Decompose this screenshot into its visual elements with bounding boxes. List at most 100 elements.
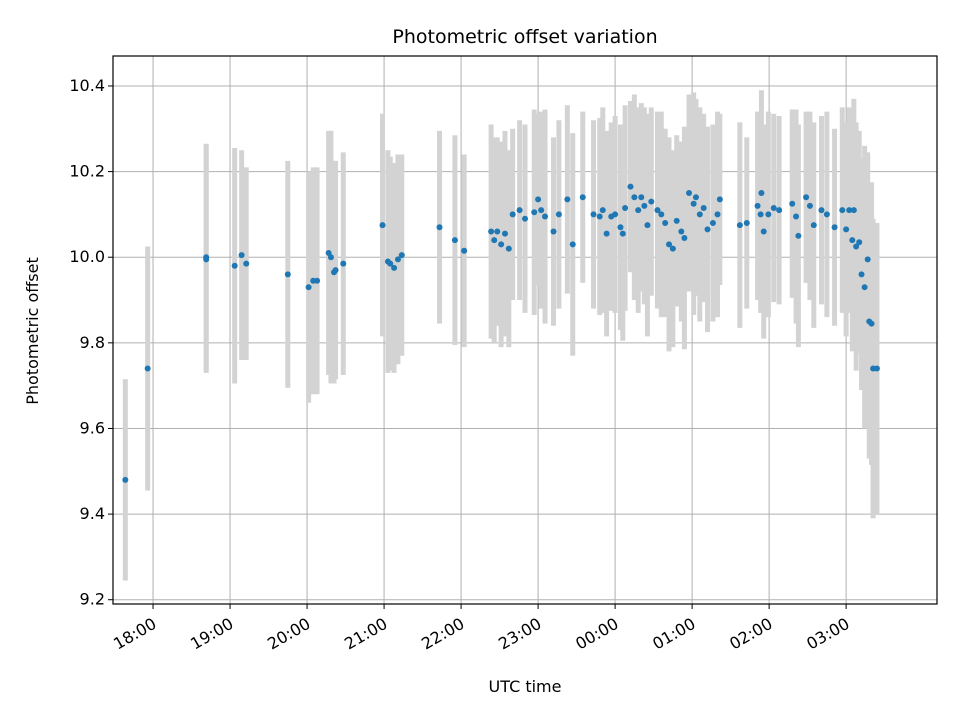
data-point (843, 226, 850, 233)
data-point (850, 207, 857, 214)
data-point (619, 230, 626, 237)
data-point (564, 196, 571, 203)
data-point (673, 217, 680, 224)
data-point (538, 207, 545, 214)
data-point (542, 213, 549, 220)
data-point (501, 230, 508, 237)
data-point (451, 237, 458, 244)
data-point (776, 207, 783, 214)
data-point (704, 226, 711, 233)
y-tick-label: 10.2 (69, 162, 105, 181)
data-point (498, 241, 505, 248)
data-point (461, 247, 468, 254)
data-point (823, 211, 830, 218)
data-point (505, 245, 512, 252)
data-point (864, 256, 871, 263)
data-point (716, 196, 723, 203)
data-point (144, 365, 151, 372)
data-point (494, 228, 501, 235)
data-point (765, 211, 772, 218)
data-point (760, 228, 767, 235)
data-point (662, 219, 669, 226)
y-axis-ticks: 9.2 9.4 9.6 9.8 10.0 10.2 10.4 (69, 76, 113, 609)
data-point (644, 222, 651, 229)
data-point (391, 264, 398, 271)
data-point (569, 241, 576, 248)
y-tick-label: 10.4 (69, 76, 105, 95)
data-point (678, 228, 685, 235)
plot-frame (112, 55, 938, 605)
data-point (861, 284, 868, 291)
data-point (516, 207, 523, 214)
data-point (603, 230, 610, 237)
data-point (231, 262, 238, 269)
data-point (758, 190, 765, 196)
data-point (550, 228, 557, 235)
y-tick-label: 9.2 (80, 590, 105, 609)
data-point (868, 320, 875, 327)
data-point (599, 207, 606, 214)
x-axis-title: UTC time (489, 677, 562, 696)
data-point (638, 194, 645, 201)
data-point (681, 234, 688, 241)
data-point (696, 211, 703, 218)
y-axis-title: Photometric offset (23, 257, 42, 405)
data-point (686, 190, 693, 196)
data-points (122, 183, 880, 483)
data-point (509, 211, 516, 218)
data-point (579, 194, 586, 201)
chart-title: Photometric offset variation (392, 26, 657, 48)
data-point (243, 260, 250, 267)
data-point (617, 224, 624, 231)
data-point (754, 202, 761, 209)
data-point (284, 271, 291, 278)
data-point (853, 243, 860, 250)
data-point (491, 237, 498, 244)
data-point (631, 194, 638, 201)
data-point (612, 211, 619, 218)
data-point (340, 260, 347, 267)
data-point (803, 194, 810, 201)
data-point (627, 183, 634, 190)
data-point (622, 204, 629, 211)
y-tick-label: 10.0 (69, 247, 105, 266)
data-point (436, 224, 443, 231)
data-point (654, 207, 661, 214)
data-point (770, 204, 777, 211)
data-point (332, 267, 339, 274)
data-point (590, 211, 597, 218)
data-point (596, 213, 603, 220)
data-point (858, 271, 865, 278)
data-point (635, 207, 642, 214)
data-point (398, 252, 405, 259)
data-point (122, 476, 129, 483)
data-point (849, 237, 856, 244)
data-point (327, 254, 334, 261)
data-point (714, 211, 721, 218)
data-point (535, 196, 542, 203)
data-point (314, 277, 321, 284)
y-tick-label: 9.8 (80, 333, 105, 352)
data-point (743, 219, 750, 226)
data-point (394, 256, 401, 263)
data-point (522, 215, 528, 222)
data-point (795, 232, 802, 239)
data-point (793, 213, 800, 220)
data-point (700, 204, 707, 211)
data-point (692, 194, 699, 201)
data-point (789, 200, 796, 207)
data-point (379, 222, 386, 229)
data-point (666, 241, 673, 248)
data-point (831, 224, 838, 231)
data-point (806, 202, 813, 209)
data-point (757, 211, 764, 218)
data-point (238, 252, 245, 259)
data-point (641, 202, 648, 209)
data-point (669, 245, 676, 252)
data-point (305, 284, 312, 291)
y-tick-label: 9.6 (80, 418, 105, 437)
data-point (531, 209, 538, 216)
data-point (846, 207, 853, 214)
